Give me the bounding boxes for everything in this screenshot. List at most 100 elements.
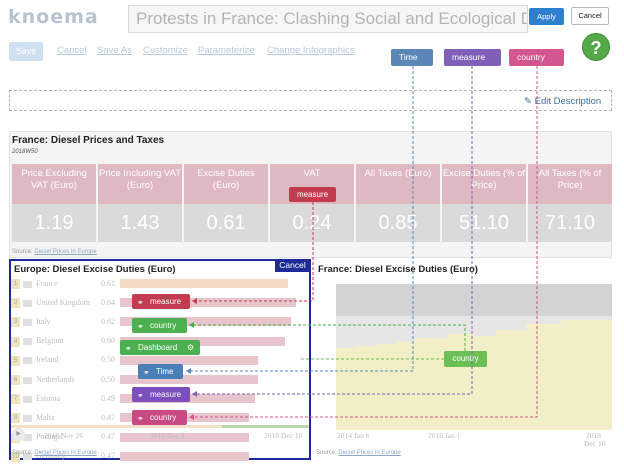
- source-prefix: Source:: [316, 450, 337, 456]
- tile-vat[interactable]: VAT 0.24: [270, 164, 354, 242]
- chip-label: Dashboard: [138, 343, 178, 352]
- row-country[interactable]: Portugal: [36, 432, 64, 442]
- france-chart-source: Source: Diesel Prices in Europe: [316, 450, 401, 456]
- knoema-logo[interactable]: knoema: [8, 6, 99, 28]
- tile-label: Excise Duties (Euro): [184, 164, 268, 204]
- help-button[interactable]: ?: [582, 33, 610, 61]
- edit-description-label: Edit Description: [534, 96, 602, 107]
- x-tick: 2018: [586, 431, 601, 440]
- chip-label: measure: [150, 297, 182, 306]
- parameterize-link[interactable]: Parameterize: [198, 45, 255, 56]
- vat-measure-badge[interactable]: measure: [289, 187, 336, 202]
- tile-all-taxes-pct[interactable]: All Taxes (% of Price) 71.10: [528, 164, 612, 242]
- flag-icon: [23, 280, 32, 288]
- cancel-link[interactable]: Cancel: [57, 45, 87, 56]
- row-country[interactable]: United Kingdom: [36, 297, 90, 307]
- row-rank: 2: [11, 298, 20, 309]
- row-bar[interactable]: [120, 432, 249, 442]
- edit-description-link[interactable]: ✎ Edit Description: [524, 96, 601, 107]
- source-link[interactable]: Diesel Prices in Europe: [34, 450, 97, 456]
- save-as-link[interactable]: Save As: [97, 45, 132, 56]
- cancel-button[interactable]: Cancel: [571, 7, 609, 25]
- row-value: 0.47: [101, 451, 115, 461]
- row-country[interactable]: Estonia: [36, 393, 60, 403]
- row-country[interactable]: Netherlands: [36, 374, 75, 384]
- pencil-icon: ✎: [524, 96, 532, 107]
- source-link[interactable]: Diesel Prices in Europe: [34, 249, 97, 255]
- save-button[interactable]: Save: [9, 42, 43, 61]
- row-country[interactable]: Malta: [36, 412, 55, 422]
- drag-chip-dashboard[interactable]: ⚭ Dashboard ⚙: [120, 340, 200, 355]
- apply-button[interactable]: Apply: [529, 8, 564, 25]
- tile-value: 71.10: [528, 204, 612, 242]
- panel-cancel-button[interactable]: Cancel: [275, 259, 310, 272]
- chip-label: Time: [156, 367, 174, 376]
- time-scroll-handle[interactable]: [222, 425, 308, 428]
- row-country[interactable]: France: [36, 278, 58, 288]
- link-icon: ⚭: [137, 322, 144, 331]
- x-tick: Dec 10: [584, 439, 606, 448]
- dimension-chip-time[interactable]: Time: [391, 49, 433, 66]
- x-tick: 2016 Jan 1: [428, 431, 461, 440]
- flag-icon: [23, 338, 32, 346]
- row-bar[interactable]: [120, 451, 249, 461]
- play-icon[interactable]: ▶: [12, 428, 25, 441]
- drag-chip-measure-2[interactable]: ⚭ measure: [132, 387, 190, 402]
- time-scroll-track[interactable]: [11, 425, 309, 428]
- row-country[interactable]: Ireland: [36, 355, 59, 365]
- tile-label: Price Including VAT (Euro): [98, 164, 182, 204]
- flag-icon: [23, 299, 32, 307]
- row-value: 0.64: [101, 297, 115, 307]
- drag-chip-country-2[interactable]: ⚭ country: [132, 410, 187, 425]
- row-rank: 3: [11, 317, 20, 328]
- dimension-chip-measure[interactable]: measure: [444, 49, 501, 66]
- flag-icon: [23, 453, 32, 461]
- link-icon: ⚭: [143, 368, 150, 377]
- tile-value: 0.85: [356, 204, 440, 242]
- link-icon: ⚭: [137, 391, 144, 400]
- link-icon: ⚭: [137, 298, 144, 307]
- change-infographics-link[interactable]: Change Infographics: [267, 45, 355, 56]
- row-country[interactable]: Belgium: [36, 336, 64, 346]
- row-value: 0.50: [101, 374, 115, 384]
- chart-country-chip[interactable]: country: [444, 351, 487, 367]
- drag-chip-measure[interactable]: ⚭ measure: [132, 294, 190, 309]
- flag-icon: [23, 414, 32, 422]
- row-rank: 7: [11, 394, 20, 405]
- description-box[interactable]: [9, 90, 612, 111]
- tile-label: Price Excluding VAT (Euro): [12, 164, 96, 204]
- row-rank: 6: [11, 375, 20, 385]
- source-prefix: Source:: [12, 450, 33, 456]
- france-chart-title: France: Diesel Excise Duties (Euro): [318, 264, 478, 275]
- tile-value: 1.43: [98, 204, 182, 242]
- row-country[interactable]: Italy: [36, 316, 51, 326]
- source-link[interactable]: Diesel Prices in Europe: [338, 450, 401, 456]
- tile-label: Excise Duties (% of Price): [442, 164, 526, 204]
- tile-label: All Taxes (% of Price): [528, 164, 612, 204]
- row-value: 0.61: [101, 278, 115, 288]
- x-tick: 2018 Dec 3: [150, 431, 185, 440]
- tile-all-taxes[interactable]: All Taxes (Euro) 0.85: [356, 164, 440, 242]
- row-rank: 8: [11, 413, 20, 424]
- tile-excise-duties[interactable]: Excise Duties (Euro) 0.61: [184, 164, 268, 242]
- chart-top-band: [336, 284, 612, 316]
- chip-label: measure: [150, 390, 182, 399]
- title-input[interactable]: Protests in France: Clashing Social and …: [128, 5, 528, 33]
- tile-price-excl-vat[interactable]: Price Excluding VAT (Euro) 1.19: [12, 164, 96, 242]
- tile-price-incl-vat[interactable]: Price Including VAT (Euro) 1.43: [98, 164, 182, 242]
- row-bar[interactable]: [120, 279, 288, 288]
- tile-value: 0.61: [184, 204, 268, 242]
- drag-chip-time[interactable]: ⚭ Time: [138, 364, 183, 379]
- flag-icon: [23, 434, 32, 442]
- tile-value: 51.10: [442, 204, 526, 242]
- customize-link[interactable]: Customize: [143, 45, 188, 56]
- row-rank: 5: [11, 355, 20, 366]
- drag-chip-country[interactable]: ⚭ country: [132, 318, 187, 333]
- tile-excise-pct[interactable]: Excise Duties (% of Price) 51.10: [442, 164, 526, 242]
- europe-excise-title: Europe: Diesel Excise Duties (Euro): [14, 264, 176, 275]
- tile-value: 0.24: [270, 204, 354, 242]
- row-country[interactable]: Germany: [36, 451, 66, 461]
- dimension-chip-country[interactable]: country: [509, 49, 564, 66]
- row-value: 0.60: [101, 336, 115, 346]
- tile-label: All Taxes (Euro): [356, 164, 440, 204]
